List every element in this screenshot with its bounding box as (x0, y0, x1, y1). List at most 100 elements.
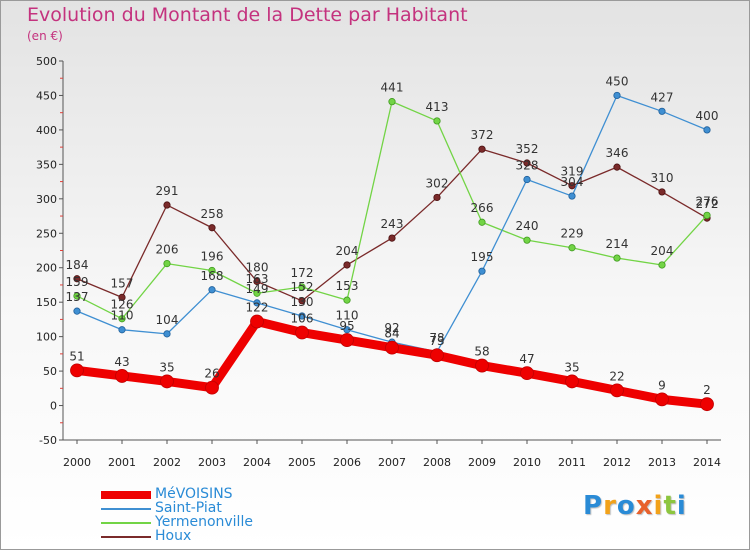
data-label: 319 (561, 165, 584, 179)
series-point (658, 261, 666, 269)
series-point (295, 325, 309, 340)
data-label: 73 (429, 334, 444, 348)
x-tick-label: 2013 (648, 456, 676, 469)
legend-swatch (101, 508, 151, 510)
series-point (298, 297, 306, 305)
series-point (475, 358, 489, 373)
x-tick-label: 2007 (378, 456, 406, 469)
series-point (568, 244, 576, 252)
data-label: 152 (291, 280, 314, 294)
proxiti-logo: Proxiti (583, 491, 687, 521)
x-tick-label: 2010 (513, 456, 541, 469)
series-point (115, 369, 129, 383)
series-point (430, 348, 444, 363)
series-point (253, 277, 261, 286)
series-point (388, 98, 396, 106)
data-label: 204 (651, 244, 674, 258)
series-point (703, 211, 711, 219)
data-label: 35 (564, 360, 579, 374)
axes: -50 0 50 100 150 200 250 300 350 400 450 500 2000 200… (36, 55, 721, 469)
series-point (253, 289, 261, 297)
legend-swatch (101, 522, 151, 524)
legend-swatch (101, 491, 151, 499)
series-point (208, 266, 216, 275)
data-label: 206 (156, 243, 179, 257)
chart-title: Evolution du Montant de la Dette par Hab… (27, 4, 468, 26)
data-label: 229 (561, 227, 584, 241)
data-label: 302 (426, 176, 449, 190)
y-tick-label: 500 (36, 55, 57, 68)
series-point (478, 218, 486, 226)
series-lines (70, 91, 714, 412)
data-label: 184 (66, 258, 89, 272)
series-point (118, 315, 126, 323)
data-label: 35 (159, 360, 174, 374)
data-label: 51 (69, 349, 84, 363)
data-label: 310 (651, 171, 674, 185)
series-point (70, 363, 84, 378)
series-point (520, 366, 534, 381)
y-tick-label: 0 (50, 400, 57, 413)
series-point (163, 259, 171, 268)
series-point (613, 163, 621, 171)
data-label: 304 (561, 175, 584, 189)
data-label: 84 (384, 327, 399, 341)
logo-letter: i (676, 491, 687, 521)
series-point (703, 126, 711, 134)
series-point (565, 374, 579, 389)
x-tick-label: 2009 (468, 456, 496, 469)
data-label: 214 (606, 237, 629, 251)
data-label: 43 (114, 355, 129, 369)
x-tick-label: 2002 (153, 456, 181, 469)
series-point (253, 299, 261, 307)
data-label: 346 (606, 146, 629, 160)
data-label: 195 (471, 250, 494, 264)
series-point (613, 254, 621, 262)
series-labels: 1841572912581801522042433023723523193463… (66, 74, 719, 397)
data-label: 240 (516, 219, 539, 233)
series-point (163, 330, 171, 338)
x-tick-label: 2012 (603, 456, 631, 469)
legend-label: Houx (155, 528, 192, 544)
data-label: 372 (471, 128, 494, 142)
legend-label: Saint-Piat (155, 500, 222, 516)
y-tick-label: 200 (36, 262, 57, 275)
y-tick-label: -50 (39, 434, 57, 447)
data-label: 9 (658, 378, 666, 392)
data-label: 172 (291, 266, 314, 280)
data-label: 153 (336, 279, 359, 293)
data-label: 204 (336, 244, 359, 258)
data-label: 272 (696, 197, 719, 211)
data-label: 168 (201, 269, 224, 283)
series-point (700, 397, 714, 412)
data-label: 106 (291, 312, 314, 326)
series-point (523, 175, 531, 184)
x-tick-label: 2004 (243, 456, 271, 469)
x-tick-label: 2001 (108, 456, 136, 469)
data-label: 47 (519, 352, 534, 366)
x-tick-label: 2000 (63, 456, 91, 469)
y-tick-label: 250 (36, 227, 57, 240)
series-point (118, 326, 126, 334)
logo-letter: t (663, 491, 677, 521)
series-point (340, 333, 354, 347)
series-point (478, 145, 486, 153)
x-tick-label: 2003 (198, 456, 226, 469)
series-point (478, 267, 486, 275)
series-point (385, 340, 399, 355)
series-point (658, 107, 666, 115)
logo-letter: P (583, 491, 604, 521)
logo-letter: i (653, 491, 664, 521)
data-label: 2 (703, 383, 711, 397)
series-point (433, 117, 441, 125)
x-tick-label: 2011 (558, 456, 586, 469)
y-tick-label: 150 (36, 296, 57, 309)
data-label: 276 (696, 194, 719, 208)
x-tick-label: 2005 (288, 456, 316, 469)
data-label: 243 (381, 217, 404, 231)
data-label: 163 (246, 272, 269, 286)
data-label: 22 (609, 369, 624, 383)
data-label: 328 (516, 159, 539, 173)
y-tick-label: 300 (36, 193, 57, 206)
